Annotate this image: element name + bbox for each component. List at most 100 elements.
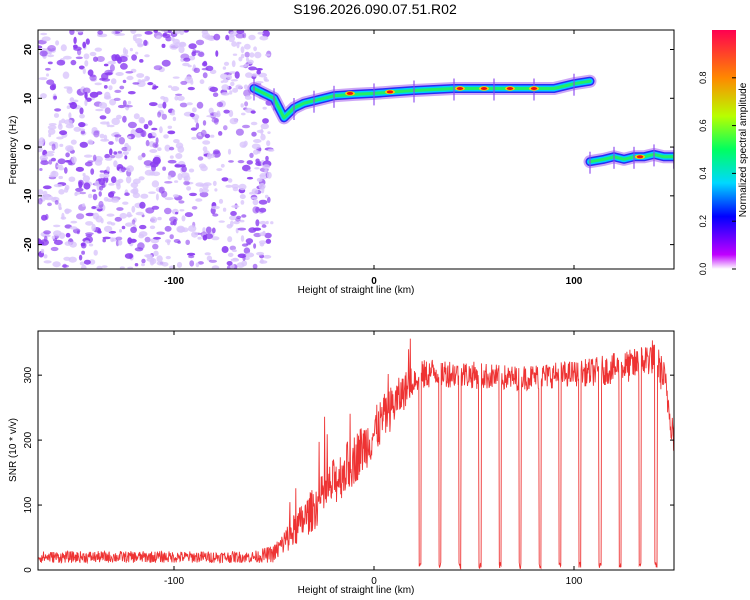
noise-blob — [132, 82, 140, 85]
noise-blob — [160, 96, 166, 100]
noise-blob — [48, 128, 56, 135]
noise-blob — [174, 95, 179, 101]
noise-blob — [164, 197, 174, 201]
noise-blob — [258, 240, 267, 245]
noise-blob — [209, 86, 218, 93]
noise-blob — [260, 133, 266, 141]
noise-blob — [143, 39, 148, 47]
noise-blob — [83, 53, 90, 60]
noise-blob — [259, 207, 267, 213]
noise-blob — [184, 212, 193, 218]
noise-blob — [174, 164, 183, 168]
noise-blob — [175, 211, 179, 215]
colorbar-ticks: 0.0 0.2 0.4 0.6 0.8 — [698, 72, 736, 276]
noise-blob — [247, 169, 252, 172]
noise-blob — [229, 245, 236, 251]
noise-blob — [227, 178, 233, 183]
noise-blob — [257, 150, 261, 154]
noise-blob — [98, 200, 104, 208]
noise-blob — [260, 128, 264, 136]
noise-blob — [117, 178, 124, 184]
noise-blob — [76, 213, 85, 220]
noise-blob — [88, 243, 94, 247]
snr-xlabel: Height of straight line (km) — [298, 585, 415, 596]
noise-blob — [191, 231, 199, 238]
noise-blob — [75, 187, 84, 192]
noise-blob — [145, 207, 155, 214]
noise-blob — [47, 125, 57, 130]
noise-blob — [162, 101, 167, 109]
noise-blob — [63, 187, 69, 193]
noise-blob — [72, 228, 81, 234]
noise-blob — [192, 49, 197, 54]
noise-blob — [65, 232, 71, 238]
noise-blob — [231, 205, 240, 208]
noise-blob — [60, 44, 67, 52]
noise-blob — [89, 74, 97, 81]
noise-blob — [99, 115, 107, 120]
noise-blob — [148, 191, 156, 194]
noise-blob — [264, 194, 269, 199]
noise-blob — [156, 261, 165, 266]
spectral-peak — [386, 90, 394, 94]
noise-blob — [119, 266, 125, 269]
colorbar-tick-label: 0.0 — [698, 263, 708, 276]
noise-blob — [38, 147, 43, 153]
snr-ylabel: SNR (10 * v/v) — [8, 418, 19, 482]
noise-blob — [225, 184, 233, 188]
snr-ytick-label: 200 — [23, 431, 34, 448]
noise-blob — [44, 194, 53, 201]
noise-blob — [154, 143, 158, 148]
snr-xtick-label: 100 — [566, 576, 583, 587]
noise-blob — [229, 117, 238, 125]
noise-blob — [244, 51, 250, 58]
noise-blob — [51, 157, 56, 162]
noise-blob — [116, 183, 121, 190]
noise-blob — [236, 41, 240, 49]
noise-blob — [169, 146, 175, 151]
noise-blob — [93, 56, 98, 62]
spectral-peak — [530, 87, 538, 90]
noise-blob — [243, 247, 251, 254]
noise-blob — [149, 102, 158, 107]
spectrogram-ytick-label: 10 — [23, 92, 34, 104]
noise-blob — [151, 180, 160, 188]
noise-blob — [152, 84, 157, 90]
snr-series-line — [38, 338, 674, 570]
noise-blob — [183, 30, 189, 33]
noise-blob — [106, 221, 113, 225]
noise-blob — [258, 199, 268, 205]
noise-blob — [85, 212, 95, 217]
noise-blob — [108, 191, 115, 198]
noise-blob — [46, 73, 49, 77]
noise-blob — [120, 166, 126, 173]
noise-blob — [250, 196, 258, 200]
noise-blob — [69, 97, 75, 103]
noise-blob — [177, 95, 185, 101]
noise-blob — [170, 36, 175, 42]
noise-blob — [198, 51, 205, 58]
noise-blob — [63, 119, 73, 125]
noise-blob — [115, 236, 123, 241]
noise-blob — [183, 57, 191, 62]
noise-blob — [99, 77, 106, 81]
noise-blob — [47, 54, 55, 58]
noise-blob — [126, 165, 134, 173]
noise-blob — [216, 101, 224, 108]
noise-blob — [267, 148, 275, 152]
noise-blob — [82, 203, 86, 207]
noise-blob — [42, 190, 48, 197]
noise-blob — [228, 34, 235, 38]
noise-blob — [141, 258, 146, 264]
noise-blob — [149, 171, 156, 176]
noise-blob — [66, 86, 73, 94]
noise-blob — [68, 112, 72, 119]
noise-blob — [195, 262, 200, 268]
noise-blob — [170, 86, 180, 92]
noise-blob — [253, 46, 257, 52]
noise-blob — [229, 215, 237, 221]
noise-blob — [169, 43, 179, 50]
noise-blob — [53, 113, 60, 118]
noise-blob — [122, 115, 127, 123]
